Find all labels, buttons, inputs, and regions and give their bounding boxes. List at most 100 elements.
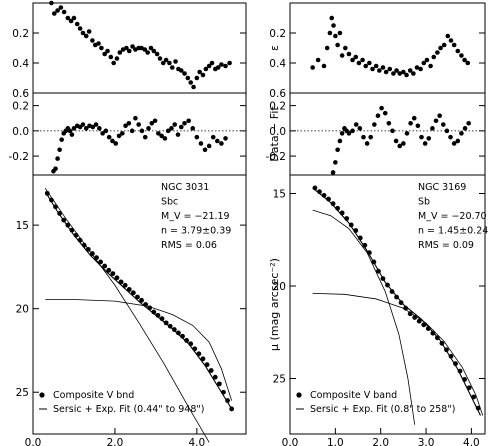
data-point bbox=[156, 131, 161, 136]
data-point bbox=[69, 132, 75, 137]
data-point bbox=[169, 126, 174, 131]
data-point bbox=[178, 68, 184, 73]
data-point bbox=[431, 54, 437, 60]
legend-entry: Composite V band bbox=[310, 390, 397, 401]
data-point bbox=[160, 60, 166, 66]
y-tick-label: -0.2 bbox=[266, 151, 287, 163]
data-point bbox=[97, 126, 102, 131]
data-point bbox=[71, 126, 77, 131]
data-point bbox=[411, 71, 416, 76]
data-point bbox=[421, 60, 427, 66]
data-point bbox=[184, 338, 190, 343]
legend-entry: Composite V bnd bbox=[53, 390, 134, 401]
data-point bbox=[175, 132, 181, 137]
data-point bbox=[165, 128, 171, 134]
x-tick-label: 2.0 bbox=[107, 437, 124, 446]
data-point bbox=[57, 147, 62, 153]
data-point bbox=[59, 137, 64, 142]
data-point bbox=[68, 18, 74, 24]
data-point bbox=[441, 42, 447, 48]
data-point bbox=[200, 72, 206, 78]
data-point bbox=[139, 297, 144, 303]
data-point bbox=[110, 138, 115, 144]
annotation-text: NGC 3031 bbox=[161, 182, 209, 193]
data-point bbox=[159, 133, 164, 139]
data-point bbox=[418, 66, 423, 72]
data-point bbox=[111, 60, 116, 66]
data-point bbox=[382, 110, 388, 116]
data-point bbox=[360, 57, 365, 63]
data-point bbox=[353, 54, 359, 60]
data-point bbox=[315, 57, 321, 63]
data-point bbox=[122, 282, 128, 288]
data-point bbox=[171, 327, 177, 332]
data-point bbox=[136, 122, 141, 127]
data-point bbox=[191, 84, 196, 90]
legend-entry: Sersic + Exp. Fit (0.44" to 948") bbox=[53, 404, 204, 415]
right-bottom-panel bbox=[289, 174, 486, 435]
data-point bbox=[391, 71, 396, 76]
sersic-component-line bbox=[44, 188, 210, 443]
y-axis-label: ε bbox=[268, 45, 281, 51]
data-point bbox=[367, 60, 372, 66]
data-point bbox=[324, 45, 330, 51]
data-point bbox=[139, 128, 145, 134]
data-point bbox=[194, 134, 200, 140]
data-point bbox=[390, 128, 395, 134]
fit-line bbox=[312, 187, 481, 416]
data-point bbox=[80, 122, 86, 127]
data-point bbox=[145, 50, 150, 55]
data-point bbox=[419, 134, 424, 140]
data-point bbox=[190, 126, 196, 131]
data-point bbox=[77, 26, 83, 31]
data-point bbox=[102, 263, 108, 269]
data-point bbox=[356, 60, 362, 66]
data-point bbox=[337, 30, 343, 36]
data-point bbox=[124, 45, 129, 51]
data-point bbox=[151, 48, 157, 54]
data-point bbox=[146, 126, 151, 131]
y-tick-label: 15 bbox=[273, 189, 286, 201]
data-point bbox=[339, 131, 345, 136]
right-top-panel bbox=[289, 2, 486, 94]
data-point bbox=[58, 5, 64, 10]
x-tick-label: 4.0 bbox=[188, 437, 205, 446]
data-point bbox=[123, 123, 128, 129]
data-point bbox=[106, 134, 112, 140]
data-point bbox=[379, 105, 384, 111]
data-point bbox=[335, 147, 340, 153]
data-point bbox=[129, 128, 135, 134]
data-point bbox=[197, 69, 203, 75]
data-point bbox=[116, 133, 122, 139]
data-point bbox=[329, 15, 335, 21]
data-point bbox=[216, 381, 222, 387]
data-point bbox=[90, 38, 95, 43]
annotation-text: n = 1.45±0.24 bbox=[418, 226, 488, 237]
x-tick-label: 0.0 bbox=[25, 437, 42, 446]
data-point bbox=[133, 115, 138, 121]
data-point bbox=[330, 201, 336, 207]
y-tick-label: 15 bbox=[16, 220, 29, 232]
fit-line bbox=[44, 191, 233, 410]
x-tick-label: 0.0 bbox=[282, 437, 299, 446]
y-tick-label: 0.2 bbox=[269, 101, 286, 113]
data-point bbox=[130, 290, 136, 296]
data-point bbox=[448, 353, 454, 359]
data-point bbox=[330, 170, 336, 175]
data-point bbox=[394, 68, 399, 73]
annotation-text: RMS = 0.09 bbox=[418, 240, 474, 251]
data-point bbox=[387, 66, 393, 72]
right-bottom-frame bbox=[289, 174, 486, 435]
data-point bbox=[83, 126, 89, 131]
data-point bbox=[414, 65, 420, 70]
data-point bbox=[105, 48, 110, 54]
data-point bbox=[368, 134, 374, 140]
data-point bbox=[210, 134, 216, 140]
data-point bbox=[215, 65, 221, 70]
data-point bbox=[65, 15, 71, 21]
data-point bbox=[408, 120, 413, 126]
left-bottom-frame bbox=[32, 174, 247, 435]
data-point bbox=[366, 250, 372, 256]
data-point bbox=[223, 136, 228, 141]
annotation-text: Sb bbox=[418, 197, 430, 208]
